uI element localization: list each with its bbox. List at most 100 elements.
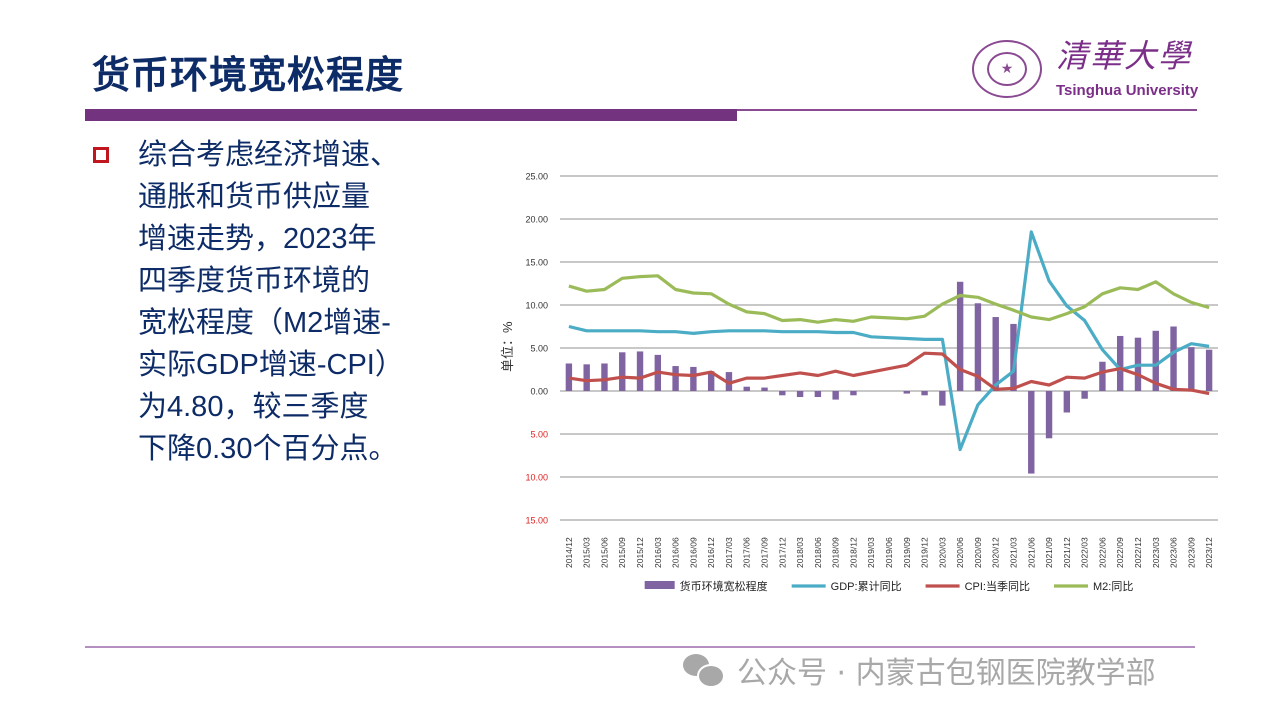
- bar: [832, 391, 839, 400]
- y-tick-label: 0.00: [530, 387, 548, 397]
- x-tick-label: 2015/03: [582, 537, 592, 568]
- x-tick-label: 2015/12: [635, 537, 645, 568]
- bar: [796, 391, 804, 398]
- y-tick-label: 5.00: [530, 344, 548, 354]
- bar: [743, 386, 750, 391]
- x-tick-label: 2017/09: [760, 537, 770, 568]
- title-underline-bar: [85, 109, 737, 121]
- tsinghua-logo: ★ 清華大學 Tsinghua University: [972, 36, 1212, 104]
- x-tick-label: 2022/12: [1133, 537, 1143, 568]
- x-tick-label: 2015/09: [617, 537, 627, 568]
- legend-label: M2:同比: [1093, 580, 1133, 593]
- x-tick-label: 2018/03: [795, 537, 805, 568]
- footer-divider: [85, 646, 1195, 648]
- y-tick-label: 10.00: [525, 473, 548, 483]
- x-tick-label: 2018/06: [813, 537, 823, 568]
- y-tick-label: 25.00: [525, 172, 548, 182]
- x-tick-label: 2020/03: [937, 537, 947, 568]
- bars-monetary-looseness: [565, 281, 1213, 474]
- x-tick-label: 2021/06: [1026, 537, 1036, 568]
- y-tick-label: 5.00: [530, 430, 548, 440]
- bar: [921, 391, 928, 396]
- x-tick-label: 2020/09: [973, 537, 983, 568]
- x-tick-label: 2023/03: [1151, 537, 1161, 568]
- y-tick-labels: 25.00 20.00 15.00 10.00 5.00 0.00 5.00 10.00 15.…: [525, 172, 548, 526]
- x-tick-label: 2016/09: [688, 537, 698, 568]
- bar: [903, 391, 910, 394]
- x-tick-label: 2017/06: [742, 537, 752, 568]
- bullet-square-icon: [93, 147, 109, 163]
- bar: [1010, 323, 1017, 391]
- legend-swatch-bar: [644, 581, 675, 589]
- series-lines: [568, 230, 1210, 452]
- bar: [601, 363, 608, 391]
- bar: [1081, 391, 1088, 399]
- bullet-text: 综合考虑经济增速、 通胀和货币供应量 增速走势，2023年 四季度货币环境的 宽…: [138, 139, 404, 465]
- bar: [974, 303, 982, 391]
- x-tick-label: 2019/06: [884, 537, 894, 568]
- legend: 货币环境宽松程度 GDP:累计同比 CPI:当季同比 M2:同比: [644, 579, 1133, 593]
- monetary-environment-chart: 25.00 20.00 15.00 10.00 5.00 0.00 5.00 10.00 15.…: [500, 172, 1218, 593]
- watermark: 公众号 · 内蒙古包钢医院教学部: [683, 650, 1156, 691]
- gdp-line: [568, 230, 1210, 452]
- x-tick-label: 2014/12: [564, 537, 574, 568]
- bar: [583, 364, 590, 391]
- seal-star-icon: ★: [1000, 61, 1014, 77]
- bar: [707, 371, 715, 391]
- legend-label: 货币环境宽松程度: [680, 579, 768, 593]
- watermark-text: 公众号 · 内蒙古包钢医院教学部: [737, 656, 1156, 691]
- bar: [814, 391, 822, 398]
- x-tick-label: 2023/09: [1186, 537, 1196, 568]
- bar: [850, 391, 857, 396]
- bar: [565, 363, 573, 391]
- x-tick-label: 2018/09: [831, 537, 841, 568]
- x-tick-label: 2021/09: [1044, 537, 1054, 568]
- university-seal-icon: ★: [972, 40, 1042, 98]
- x-tick-label: 2022/09: [1115, 537, 1125, 568]
- logo-chinese-name: 清華大學: [1056, 37, 1193, 75]
- x-tick-label: 2021/03: [1008, 537, 1018, 568]
- bar: [1205, 349, 1213, 391]
- x-tick-label: 2016/12: [706, 537, 716, 568]
- legend-label: CPI:当季同比: [965, 579, 1030, 593]
- x-tick-label: 2016/03: [653, 537, 663, 568]
- legend-item: M2:同比: [1053, 580, 1133, 593]
- bar: [1170, 326, 1177, 391]
- bar: [956, 281, 964, 391]
- bar: [1116, 335, 1124, 391]
- x-tick-label: 2019/12: [920, 537, 930, 568]
- x-tick-label: 2020/12: [991, 537, 1001, 568]
- wechat-icon: [683, 652, 727, 688]
- bar: [1188, 347, 1195, 391]
- title-underline-thin: [737, 109, 1197, 111]
- bar: [992, 317, 999, 391]
- bar: [1152, 330, 1159, 391]
- bar: [672, 366, 679, 391]
- x-tick-label: 2023/06: [1169, 537, 1179, 568]
- legend-item: CPI:当季同比: [925, 579, 1030, 593]
- y-tick-label: 10.00: [525, 301, 548, 311]
- x-tick-label: 2018/12: [848, 537, 858, 568]
- logo-english-name: Tsinghua University: [1056, 82, 1199, 99]
- slide-title: 货币环境宽松程度: [92, 53, 405, 97]
- x-tick-label: 2019/03: [866, 537, 876, 568]
- bar: [761, 387, 768, 391]
- x-tick-label: 2022/06: [1097, 537, 1107, 568]
- bar: [1099, 361, 1106, 391]
- bar: [636, 351, 644, 391]
- x-tick-label: 2023/12: [1204, 537, 1214, 568]
- x-tick-label: 2016/06: [671, 537, 681, 568]
- x-tick-label: 2015/06: [599, 537, 609, 568]
- bar: [779, 391, 786, 396]
- bar: [690, 366, 697, 391]
- x-tick-label: 2020/06: [955, 537, 965, 568]
- bar: [619, 352, 626, 391]
- legend-item: 货币环境宽松程度: [644, 579, 768, 593]
- y-tick-label: 15.00: [525, 258, 548, 268]
- bar: [1063, 391, 1071, 413]
- x-tick-label: 2019/09: [902, 537, 912, 568]
- x-tick-label: 2017/12: [777, 537, 787, 568]
- x-tick-label: 2022/03: [1080, 537, 1090, 568]
- m2-line: [568, 274, 1210, 324]
- legend-label: GDP:累计同比: [831, 580, 902, 593]
